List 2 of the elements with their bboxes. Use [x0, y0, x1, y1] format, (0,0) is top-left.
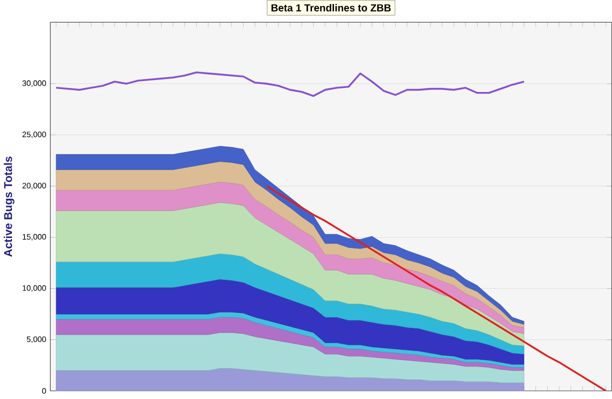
y-axis-title: Active Bugs Totals: [4, 156, 14, 257]
chart-title: Beta 1 Trendlines to ZBB: [272, 4, 391, 12]
